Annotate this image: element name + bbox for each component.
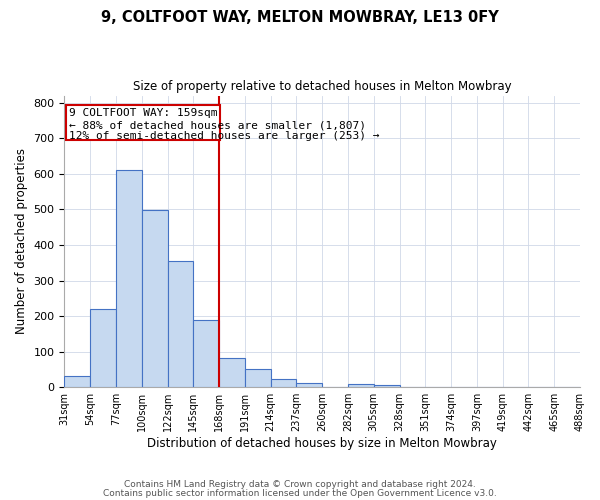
Bar <box>219 358 245 387</box>
Bar <box>348 384 374 387</box>
Bar <box>374 386 400 387</box>
Bar <box>193 320 219 387</box>
Text: Contains public sector information licensed under the Open Government Licence v3: Contains public sector information licen… <box>103 489 497 498</box>
Bar <box>142 210 167 387</box>
Bar <box>167 261 193 387</box>
X-axis label: Distribution of detached houses by size in Melton Mowbray: Distribution of detached houses by size … <box>147 437 497 450</box>
Text: Contains HM Land Registry data © Crown copyright and database right 2024.: Contains HM Land Registry data © Crown c… <box>124 480 476 489</box>
Y-axis label: Number of detached properties: Number of detached properties <box>15 148 28 334</box>
FancyBboxPatch shape <box>67 105 220 140</box>
Bar <box>90 309 116 387</box>
Title: Size of property relative to detached houses in Melton Mowbray: Size of property relative to detached ho… <box>133 80 512 93</box>
Bar <box>296 382 322 387</box>
Bar <box>64 376 90 387</box>
Text: 9 COLTFOOT WAY: 159sqm: 9 COLTFOOT WAY: 159sqm <box>69 108 218 118</box>
Text: ← 88% of detached houses are smaller (1,807): ← 88% of detached houses are smaller (1,… <box>69 120 366 130</box>
Bar <box>271 380 296 387</box>
Text: 12% of semi-detached houses are larger (253) →: 12% of semi-detached houses are larger (… <box>69 131 380 141</box>
Text: 9, COLTFOOT WAY, MELTON MOWBRAY, LE13 0FY: 9, COLTFOOT WAY, MELTON MOWBRAY, LE13 0F… <box>101 10 499 25</box>
Bar <box>245 370 271 387</box>
Bar <box>116 170 142 387</box>
